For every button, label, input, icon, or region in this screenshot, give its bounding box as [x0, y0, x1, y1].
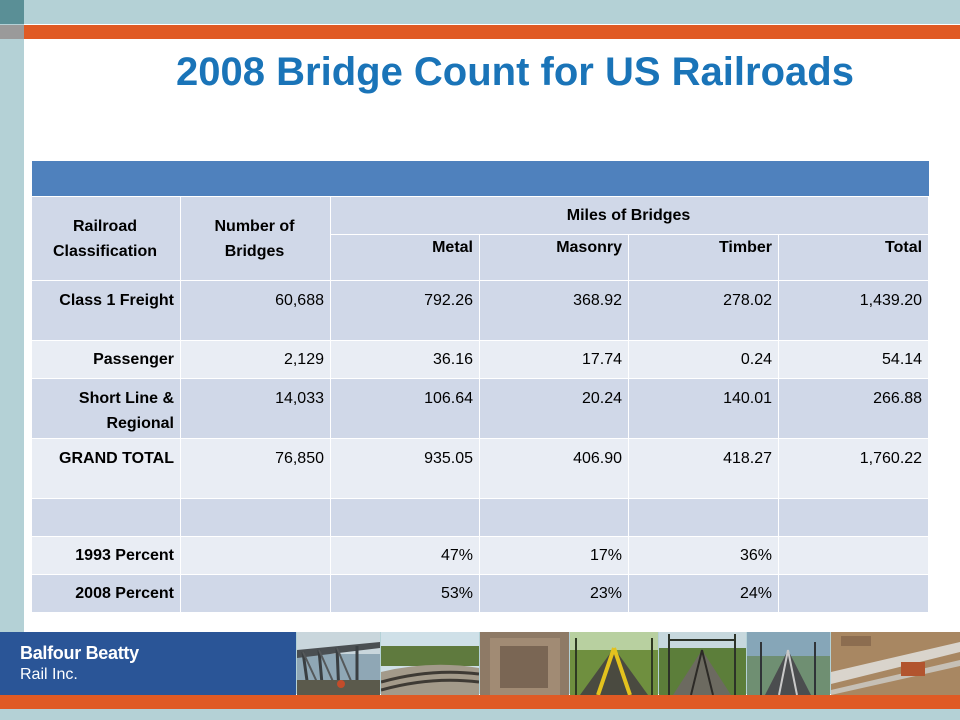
row-label: GRAND TOTAL: [32, 439, 181, 499]
cell-metal: 53%: [331, 575, 480, 613]
empty-cell: [181, 499, 331, 537]
table-row: GRAND TOTAL 76,850 935.05 406.90 418.27 …: [32, 439, 930, 499]
company-logo-name: Balfour Beatty: [20, 643, 139, 663]
row-label: Short Line & Regional: [32, 379, 181, 439]
row-label: 1993 Percent: [32, 537, 181, 575]
footer-orange-rule: [0, 695, 960, 709]
photo-yellow-platform-track: [570, 632, 658, 695]
cell-masonry: 17%: [480, 537, 629, 575]
photo-long-bridge-track: [747, 632, 830, 695]
empty-cell: [32, 499, 181, 537]
empty-cell: [480, 499, 629, 537]
empty-cell: [779, 575, 930, 613]
cell-total: 1,760.22: [779, 439, 930, 499]
photo-aerial-rail-yard: [831, 632, 960, 695]
cell-timber: 24%: [629, 575, 779, 613]
empty-cell: [181, 537, 331, 575]
cell-total: 1,439.20: [779, 281, 930, 341]
empty-cell: [181, 575, 331, 613]
cell-metal: 792.26: [331, 281, 480, 341]
header-miles-of-bridges: Miles of Bridges: [331, 197, 930, 235]
cell-timber: 140.01: [629, 379, 779, 439]
corner-square-dark: [0, 0, 24, 24]
table-header-row: Railroad Classification Number of Bridge…: [32, 197, 930, 281]
row-label: Passenger: [32, 341, 181, 379]
table-row: Short Line & Regional 14,033 106.64 20.2…: [32, 379, 930, 439]
cell-masonry: 20.24: [480, 379, 629, 439]
cell-masonry: 23%: [480, 575, 629, 613]
header-timber: Timber: [629, 235, 779, 281]
company-logo-subtitle: Rail Inc.: [20, 666, 78, 683]
empty-cell: [331, 499, 480, 537]
header-railroad-classification: Railroad Classification: [32, 197, 181, 281]
header-number-of-bridges: Number of Bridges: [181, 197, 331, 281]
cell-total: 266.88: [779, 379, 930, 439]
empty-cell: [779, 499, 930, 537]
slide-title: 2008 Bridge Count for US Railroads: [176, 50, 854, 94]
empty-cell: [629, 499, 779, 537]
cell-metal: 106.64: [331, 379, 480, 439]
table-row: Passenger 2,129 36.16 17.74 0.24 54.14: [32, 341, 930, 379]
table-row: 2008 Percent 53% 23% 24%: [32, 575, 930, 613]
cell-total: 54.14: [779, 341, 930, 379]
cell-masonry: 368.92: [480, 281, 629, 341]
header-metal: Metal: [331, 235, 480, 281]
top-border-strip: [0, 0, 960, 24]
cell-number: 14,033: [181, 379, 331, 439]
cell-masonry: 406.90: [480, 439, 629, 499]
top-orange-rule: [24, 25, 960, 39]
bridge-count-table: Railroad Classification Number of Bridge…: [32, 161, 930, 613]
row-label: 2008 Percent: [32, 575, 181, 613]
table-banner-row: [32, 161, 930, 197]
table-row: 1993 Percent 47% 17% 36%: [32, 537, 930, 575]
cell-timber: 0.24: [629, 341, 779, 379]
header-total: Total: [779, 235, 930, 281]
empty-cell: [779, 537, 930, 575]
table-spacer-row: [32, 499, 930, 537]
cell-number: 76,850: [181, 439, 331, 499]
header-masonry: Masonry: [480, 235, 629, 281]
left-border-strip: [0, 24, 24, 720]
cell-number: 2,129: [181, 341, 331, 379]
cell-metal: 47%: [331, 537, 480, 575]
row-label: Class 1 Freight: [32, 281, 181, 341]
cell-number: 60,688: [181, 281, 331, 341]
footer-border-strip: [0, 709, 960, 720]
photo-curved-track: [381, 632, 479, 695]
cell-masonry: 17.74: [480, 341, 629, 379]
corner-square-gray: [0, 25, 24, 39]
cell-timber: 418.27: [629, 439, 779, 499]
cell-timber: 36%: [629, 537, 779, 575]
table-subheader-row: Metal Masonry Timber Total: [32, 235, 930, 281]
cell-metal: 36.16: [331, 341, 480, 379]
photo-concrete-structure: [480, 632, 569, 695]
cell-timber: 278.02: [629, 281, 779, 341]
photo-bridge-truss: [297, 632, 380, 695]
cell-metal: 935.05: [331, 439, 480, 499]
logo-panel: [0, 632, 296, 695]
photo-electrified-track: [659, 632, 746, 695]
table-row: Class 1 Freight 60,688 792.26 368.92 278…: [32, 281, 930, 341]
table-banner: [32, 161, 930, 197]
